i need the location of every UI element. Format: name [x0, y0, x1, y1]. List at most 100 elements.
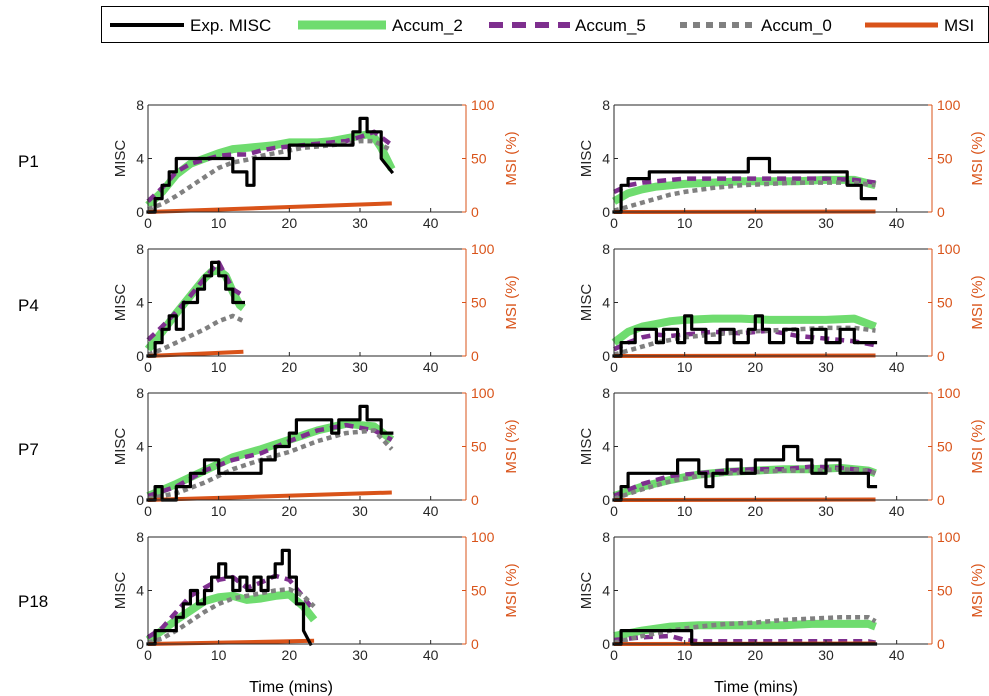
legend-label-msi: MSI [944, 16, 974, 35]
y-tick-label-right: 50 [471, 583, 487, 599]
y-tick-label-left: 4 [602, 295, 610, 311]
x-tick-label: 10 [211, 647, 227, 663]
x-tick-label: 30 [818, 503, 834, 519]
y-axis-label-right: MSI (%) [969, 419, 986, 473]
y-tick-label-left: 4 [136, 439, 144, 455]
series-msi [147, 349, 244, 358]
x-tick-label: 40 [423, 647, 439, 663]
y-tick-label-right: 50 [937, 151, 953, 167]
y-tick-label-right: 50 [471, 295, 487, 311]
legend-label-exp: Exp. MISC [190, 16, 271, 35]
y-tick-label-left: 8 [602, 385, 610, 401]
legend-label-accum2: Accum_2 [392, 16, 463, 35]
x-tick-label: 30 [352, 215, 368, 231]
x-tick-label: 20 [282, 503, 298, 519]
y-tick-label-right: 100 [937, 97, 961, 113]
series-exp [146, 404, 394, 502]
y-tick-label-right: 100 [471, 97, 495, 113]
series-accum5 [613, 176, 876, 194]
y-tick-label-right: 0 [937, 492, 945, 508]
y-tick-label-left: 8 [602, 241, 610, 257]
y-tick-label-left: 4 [602, 439, 610, 455]
y-axis-label-left: MISC [578, 140, 595, 178]
x-tick-label: 40 [889, 647, 905, 663]
y-axis-label-right: MSI (%) [969, 131, 986, 185]
y-tick-label-left: 8 [136, 97, 144, 113]
series-group [145, 116, 396, 214]
x-tick-label: 30 [352, 503, 368, 519]
x-tick-label: 20 [748, 503, 764, 519]
series-group [146, 404, 395, 502]
y-tick-label-left: 0 [602, 348, 610, 364]
legend: Exp. MISC Accum_2 Accum_5 Accum_0 MSI [101, 6, 989, 43]
y-tick-label-left: 0 [602, 636, 610, 652]
x-tick-label: 0 [610, 215, 618, 231]
y-axis-label-left: MISC [112, 140, 129, 178]
x-tick-label: 0 [610, 647, 618, 663]
x-tick-label: 0 [610, 503, 618, 519]
y-tick-label-right: 50 [937, 295, 953, 311]
x-tick-label: 20 [282, 647, 298, 663]
y-tick-label-left: 4 [136, 151, 144, 167]
y-tick-label-left: 8 [136, 385, 144, 401]
legend-item-accum0: Accum_0 [680, 16, 832, 35]
series-msi [147, 638, 315, 646]
series-accum0 [613, 325, 876, 357]
x-tick-label: 10 [211, 503, 227, 519]
panel-p7-right: 0 10 20 30 40 0 4 8 0 50 100 MISC MSI (%) [578, 385, 986, 519]
x-tick-label: 10 [677, 503, 693, 519]
panel-p4-left: 0 10 20 30 40 0 4 8 0 50 100 MISC MSI (%) [112, 241, 520, 375]
y-tick-label-left: 4 [136, 583, 144, 599]
y-tick-label-right: 0 [471, 492, 479, 508]
x-tick-label: 30 [818, 359, 834, 375]
x-tick-label: 0 [144, 503, 152, 519]
y-axis-label-right: MSI (%) [503, 419, 520, 473]
y-tick-label-right: 100 [471, 529, 495, 545]
panel-p1-right: 0 10 20 30 40 0 4 8 0 50 100 MISC MSI (%) [578, 97, 986, 231]
y-axis-label-right: MSI (%) [503, 131, 520, 185]
y-tick-label-left: 0 [136, 636, 144, 652]
plot-area [614, 249, 932, 356]
y-tick-label-left: 0 [602, 492, 610, 508]
x-tick-label: 20 [748, 215, 764, 231]
x-tick-label: 40 [423, 215, 439, 231]
y-tick-label-right: 0 [937, 348, 945, 364]
y-axis-label-left: MISC [578, 284, 595, 322]
legend-item-accum5: Accum_5 [489, 16, 646, 35]
series-group [145, 548, 318, 647]
series-exp [146, 116, 395, 214]
y-tick-label-right: 50 [937, 583, 953, 599]
y-tick-label-left: 0 [136, 492, 144, 508]
series-accum0 [147, 138, 393, 212]
series-exp [146, 260, 245, 358]
x-tick-label: 10 [677, 647, 693, 663]
y-tick-label-right: 100 [471, 385, 495, 401]
x-tick-label: 30 [818, 647, 834, 663]
y-axis-label-left: MISC [112, 284, 129, 322]
x-tick-label: 40 [423, 359, 439, 375]
series-accum0 [613, 180, 876, 213]
y-tick-label-right: 100 [471, 241, 495, 257]
y-tick-label-right: 0 [471, 204, 479, 220]
y-tick-label-left: 4 [602, 151, 610, 167]
series-accum2 [145, 130, 396, 209]
x-tick-label: 30 [352, 647, 368, 663]
x-tick-label: 20 [748, 359, 764, 375]
y-tick-label-right: 0 [937, 204, 945, 220]
y-tick-label-left: 8 [602, 97, 610, 113]
y-tick-label-left: 8 [602, 529, 610, 545]
series-accum0 [147, 313, 245, 357]
y-tick-label-left: 0 [602, 204, 610, 220]
y-tick-label-right: 0 [471, 348, 479, 364]
series-accum5 [613, 464, 877, 499]
series-exp [612, 314, 878, 358]
y-tick-label-right: 100 [937, 529, 961, 545]
x-tick-label: 20 [748, 647, 764, 663]
x-tick-label: 20 [282, 215, 298, 231]
x-tick-label: 40 [889, 503, 905, 519]
legend-item-exp: Exp. MISC [110, 16, 271, 35]
y-tick-label-right: 50 [471, 439, 487, 455]
panel-p4-right: 0 10 20 30 40 0 4 8 0 50 100 MISC MSI (%) [578, 241, 986, 375]
x-tick-label: 10 [677, 359, 693, 375]
series-exp [612, 156, 878, 214]
